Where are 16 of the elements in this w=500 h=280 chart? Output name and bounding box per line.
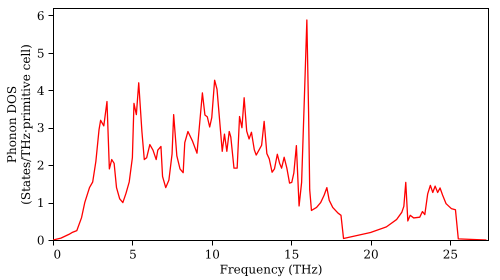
x-tick-label: 5 [129, 248, 137, 262]
x-tick-label: 10 [204, 248, 220, 262]
x-tick-label: 20 [363, 248, 379, 262]
y-tick-label: 5 [36, 46, 44, 60]
y-axis-title: Phonon DOS (States/THz·primitive cell) [4, 44, 33, 205]
x-tick-label: 25 [442, 248, 458, 262]
y-tick-label: 4 [36, 84, 45, 98]
x-axis-title: Frequency (THz) [220, 262, 322, 276]
line-series [53, 19, 488, 240]
y-tick-label: 6 [36, 8, 44, 23]
x-tick-label: 0 [54, 248, 62, 262]
y-tick-label: 0 [36, 234, 44, 248]
x-tick-label: 15 [284, 248, 300, 262]
y-tick-label: 3 [36, 121, 44, 136]
y-tick-label: 1 [36, 196, 44, 210]
y-tick-label: 2 [36, 158, 44, 173]
